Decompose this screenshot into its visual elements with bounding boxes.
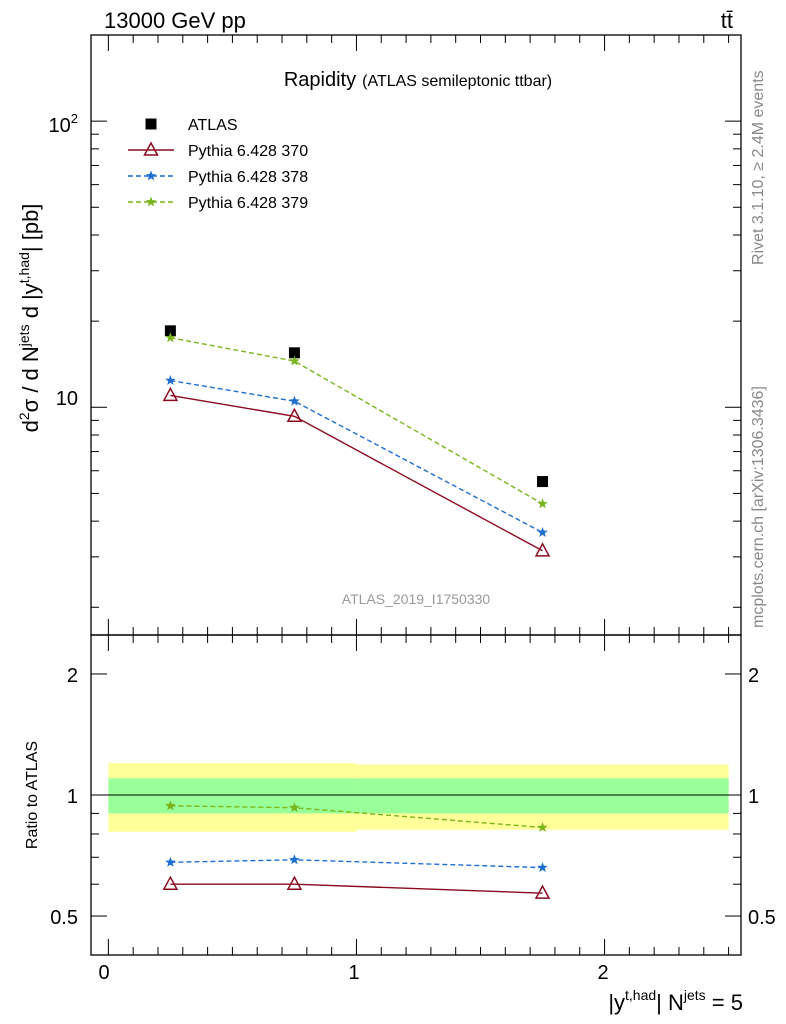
legend-label-3: Pythia 6.428 379 bbox=[188, 195, 308, 212]
rivet-label: Rivet 3.1.10, ≥ 2.4M events bbox=[750, 70, 767, 265]
ylabel-unit: | [pb] bbox=[18, 204, 43, 253]
ratio-series-2-point-2 bbox=[537, 822, 548, 832]
xlabel-y: |y bbox=[608, 990, 625, 1015]
ytick-100-base: 10 bbox=[49, 115, 71, 137]
legend-item-2: Pythia 6.428 378 bbox=[128, 169, 308, 186]
main-series-3-point-0 bbox=[165, 332, 176, 343]
ylabel-sup2: 2 bbox=[16, 412, 32, 420]
legend-marker-3 bbox=[145, 196, 157, 207]
legend-label-0: ATLAS bbox=[188, 117, 238, 134]
process-label: tt̄ bbox=[721, 8, 733, 33]
ytick-100-exp: 2 bbox=[71, 111, 78, 126]
ratio-series-2-point-1 bbox=[289, 802, 300, 813]
legend-marker-0 bbox=[145, 118, 157, 130]
ratio-ytick-2-right: 2 bbox=[748, 665, 759, 687]
ytick-label-100: 102 bbox=[49, 111, 78, 137]
main-series-0-point-2 bbox=[537, 476, 549, 488]
ratio-inner-band-0 bbox=[108, 778, 357, 814]
xtick-label-2: 2 bbox=[597, 962, 608, 984]
ylabel-d: d bbox=[18, 420, 43, 432]
main-series-1-point-2 bbox=[534, 542, 551, 557]
legend-label-1: Pythia 6.428 370 bbox=[188, 143, 308, 160]
legend: ATLAS Pythia 6.428 370 Pythia 6.428 378 Pyt… bbox=[128, 117, 308, 212]
legend-item-0: ATLAS bbox=[145, 117, 238, 134]
main-y-axis-label: d2σ / d Njets d |yt,had| [pb] bbox=[16, 204, 43, 433]
ratio-series-1-point-2 bbox=[537, 862, 548, 872]
plot-title: Rapidity bbox=[284, 69, 356, 91]
main-series-1-line bbox=[170, 394, 543, 552]
legend-label-2: Pythia 6.428 378 bbox=[188, 169, 308, 186]
mcplots-label: mcplots.cern.ch [arXiv:1306.3436] bbox=[750, 386, 767, 628]
main-series-0-point-1 bbox=[288, 347, 300, 359]
ratio-plot-panel: Ratio to ATLAS 2 1 0.5 2 1 0.5 0 1 2 |yt… bbox=[24, 634, 776, 1015]
xlabel-eq: = 5 bbox=[706, 990, 743, 1015]
main-series-2-point-2 bbox=[537, 527, 548, 537]
main-plot-panel: Rapidity (ATLAS semileptonic ttbar) ATLAS… bbox=[16, 34, 742, 636]
ratio-ytick-1-left: 1 bbox=[67, 786, 78, 808]
plot-subtitle: (ATLAS semileptonic ttbar) bbox=[362, 73, 552, 90]
main-data-layer bbox=[162, 325, 551, 557]
legend-marker-1 bbox=[143, 141, 159, 156]
ratio-series-1-point-0 bbox=[165, 856, 176, 867]
ratio-series-0-point-0 bbox=[162, 875, 179, 890]
main-series-2-point-1 bbox=[289, 395, 300, 406]
plot-title-line: Rapidity (ATLAS semileptonic ttbar) bbox=[284, 69, 552, 91]
ratio-series-0-point-1 bbox=[286, 875, 303, 890]
xtick-label-0: 0 bbox=[98, 962, 109, 984]
ratio-ytick-2-left: 2 bbox=[67, 665, 78, 687]
main-series-3-point-1 bbox=[289, 355, 300, 366]
ratio-frame bbox=[90, 634, 742, 956]
xlabel-sup-jets: jets bbox=[683, 987, 706, 1003]
ratio-y-axis-label: Ratio to ATLAS bbox=[24, 741, 41, 849]
legend-marker-2 bbox=[145, 170, 157, 181]
ytick-label-10: 10 bbox=[56, 388, 78, 410]
ylabel-dy: d |y bbox=[18, 283, 43, 324]
x-axis-label: |yt,had| Njets = 5 bbox=[608, 987, 743, 1015]
ylabel-sup-jets: jets bbox=[16, 324, 32, 347]
ratio-series-1-line bbox=[170, 859, 543, 869]
ratio-series-0-point-2 bbox=[534, 884, 551, 899]
main-series-2-point-0 bbox=[165, 375, 176, 385]
ratio-ytick-1-right: 1 bbox=[748, 786, 759, 808]
ratio-uncertainty-bands bbox=[108, 763, 729, 832]
ratio-inner-band-1 bbox=[356, 778, 729, 814]
main-series-1-point-1 bbox=[286, 407, 303, 423]
main-series-3-line bbox=[170, 337, 543, 505]
xtick-label-1: 1 bbox=[348, 962, 359, 984]
ratio-ytick-05-right: 0.5 bbox=[748, 907, 776, 929]
ratio-ytick-05-left: 0.5 bbox=[50, 907, 78, 929]
ratio-axes bbox=[91, 635, 741, 956]
ratio-series-0-line bbox=[170, 883, 543, 894]
main-series-2-line bbox=[170, 379, 543, 534]
analysis-watermark: ATLAS_2019_I1750330 bbox=[342, 591, 491, 607]
legend-item-3: Pythia 6.428 379 bbox=[128, 195, 308, 212]
main-series-3-point-2 bbox=[537, 498, 548, 509]
ratio-series-1-point-1 bbox=[289, 854, 300, 865]
energy-label: 13000 GeV pp bbox=[104, 8, 246, 33]
xlabel-nj: | N bbox=[656, 990, 684, 1015]
xlabel-sup-thad: t,had bbox=[625, 987, 656, 1003]
main-series-1-point-0 bbox=[162, 386, 179, 402]
ylabel-sup-thad: t,had bbox=[16, 252, 32, 283]
ratio-series-2-point-0 bbox=[165, 800, 176, 811]
legend-item-1: Pythia 6.428 370 bbox=[128, 141, 308, 160]
ylabel-sigma: σ / d N bbox=[18, 346, 43, 412]
ratio-data-layer bbox=[162, 800, 551, 899]
main-series-0-point-0 bbox=[164, 325, 176, 337]
